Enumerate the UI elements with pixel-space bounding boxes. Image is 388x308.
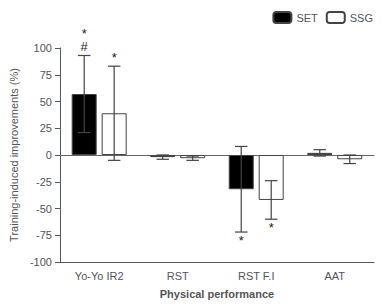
svg-text:SET: SET xyxy=(296,12,318,24)
svg-text:100: 100 xyxy=(34,42,52,54)
svg-text:*: * xyxy=(82,26,87,41)
svg-text:RST: RST xyxy=(167,270,189,282)
svg-text:75: 75 xyxy=(40,69,52,81)
svg-text:Training-induced improvements: Training-induced improvements (%) xyxy=(8,68,20,242)
svg-text:SSG: SSG xyxy=(350,12,373,24)
svg-text:-50: -50 xyxy=(36,203,52,215)
svg-text:25: 25 xyxy=(40,122,52,134)
svg-text:0: 0 xyxy=(46,149,52,161)
svg-text:*: * xyxy=(239,233,244,248)
svg-text:-25: -25 xyxy=(36,176,52,188)
svg-text:50: 50 xyxy=(40,96,52,108)
svg-text:Physical performance: Physical performance xyxy=(160,288,274,300)
svg-text:Yo-Yo IR2: Yo-Yo IR2 xyxy=(75,270,124,282)
svg-text:AAT: AAT xyxy=(324,270,345,282)
svg-text:*: * xyxy=(269,220,274,235)
svg-text:-75: -75 xyxy=(36,229,52,241)
svg-text:-100: -100 xyxy=(30,256,52,268)
svg-text:#: # xyxy=(81,39,89,54)
svg-text:*: * xyxy=(112,50,117,65)
svg-text:RST F.I: RST F.I xyxy=(238,270,274,282)
